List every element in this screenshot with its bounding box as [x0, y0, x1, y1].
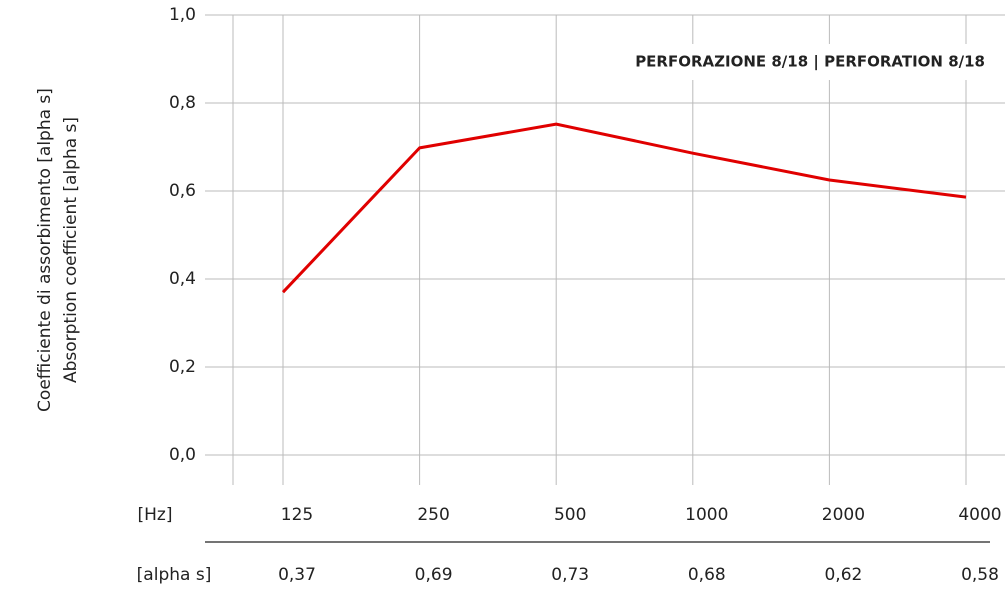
- x-tick-label: 4000: [958, 505, 1001, 525]
- y-axis-label: Coefficiente di assorbimento [alpha s]: [35, 88, 55, 412]
- x-tick-label: 250: [417, 505, 449, 525]
- x-tick-label: 1000: [685, 505, 728, 525]
- y-axis-label: Absorption coefficient [alpha s]: [61, 117, 81, 383]
- y-tick-label: 0,8: [169, 93, 196, 113]
- legend-box: [575, 44, 1000, 80]
- table-label: [alpha s]: [137, 565, 212, 585]
- table-cell: 0,58: [961, 565, 999, 585]
- table-cell: 0,37: [278, 565, 316, 585]
- x-tick-label: 2000: [822, 505, 865, 525]
- data-line: [281, 122, 967, 294]
- x-axis-label: [Hz]: [138, 505, 173, 525]
- chart-title: PERFORAZIONE 8/18 | PERFORATION 8/18: [635, 53, 985, 72]
- table-cell: 0,62: [824, 565, 862, 585]
- table-cell: 0,69: [415, 565, 453, 585]
- y-tick-label: 0,4: [169, 269, 196, 289]
- x-tick-label: 500: [554, 505, 586, 525]
- table-cell: 0,73: [551, 565, 589, 585]
- y-tick-label: 1,0: [169, 5, 196, 25]
- y-tick-label: 0,2: [169, 357, 196, 377]
- table-cell: 0,68: [688, 565, 726, 585]
- x-tick-label: 125: [281, 505, 313, 525]
- y-tick-label: 0,0: [169, 445, 196, 465]
- y-tick-label: 0,6: [169, 181, 196, 201]
